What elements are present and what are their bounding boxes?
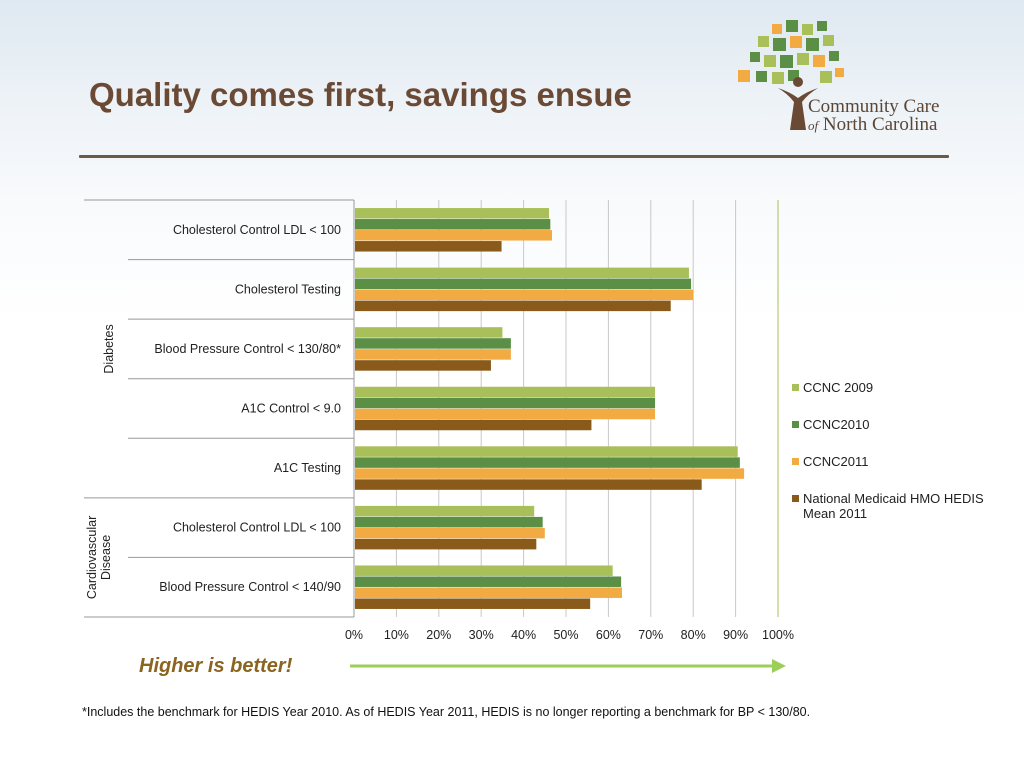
category-label-3: A1C Control < 9.0 [241,402,341,416]
bar-6-series-0 [355,565,613,576]
x-tick-label-2: 20% [426,628,451,642]
legend-label-ccnc2011: CCNC2011 [803,454,869,469]
x-tick-label-0: 0% [345,628,363,642]
bar-3-series-2 [355,408,656,420]
category-label-1: Cholesterol Testing [235,282,341,296]
slide-title: Quality comes first, savings ensue [89,76,632,113]
legend-label-ccnc-2009: CCNC 2009 [803,380,874,395]
group-label-1-word-0: Cardiovascular [85,516,99,599]
tree-logo-icon [738,20,844,130]
legend-swatch-ccnc2010 [792,421,799,428]
bar-3-series-3 [355,419,592,431]
x-tick-label-3: 30% [469,628,494,642]
legend-swatch-ccnc2011 [792,458,799,465]
bar-4-series-0 [355,446,738,457]
bar-6-series-3 [355,598,591,609]
x-tick-label-4: 40% [511,628,536,642]
group-label-1: CardiovascularDisease [85,516,113,599]
legend-label-ccnc2010: CCNC2010 [803,417,870,432]
bar-0-series-1 [355,219,551,230]
legend-item-ccnc-2009: CCNC 2009 [792,380,992,395]
legend-label-national: National Medicaid HMO HEDIS Mean 2011 [803,491,984,521]
group-label-1-word-1: Disease [99,535,113,580]
bar-6-series-1 [355,576,622,587]
bar-1-series-1 [355,278,692,290]
bar-4-series-1 [355,457,740,468]
bar-0-series-0 [355,208,550,219]
group-label-0: Diabetes [102,324,116,373]
category-label-6: Blood Pressure Control < 140/90 [159,580,341,594]
x-tick-label-8: 80% [681,628,706,642]
bar-4-series-2 [355,468,745,479]
category-label-2: Blood Pressure Control < 130/80* [154,342,341,356]
logo-line-2: of North Carolina [808,114,937,136]
x-tick-label-9: 90% [723,628,748,642]
bar-5-series-1 [355,516,543,528]
logo-north-carolina: North Carolina [822,114,938,135]
bar-2-series-0 [355,327,503,338]
logo-line-1: Community Care [808,96,940,117]
bar-1-series-2 [355,289,694,301]
bar-5-series-0 [355,505,535,517]
category-label-4: A1C Testing [274,461,341,475]
x-tick-label-7: 70% [638,628,663,642]
bar-2-series-3 [355,360,491,371]
x-tick-label-10: 100% [762,628,794,642]
higher-is-better-note: Higher is better! [139,655,293,677]
bar-0-series-3 [355,241,502,252]
bar-1-series-3 [355,300,671,312]
bar-2-series-2 [355,349,511,360]
category-label-5: Cholesterol Control LDL < 100 [173,521,341,535]
group-label-0-word-0: Diabetes [102,324,116,373]
bar-3-series-0 [355,386,656,398]
right-arrow-icon [350,659,786,673]
legend-item-national: National Medicaid HMO HEDIS Mean 2011 [792,491,992,521]
bar-2-series-1 [355,338,511,349]
legend-item-ccnc2011: CCNC2011 [792,454,992,469]
bar-3-series-1 [355,397,656,409]
bar-0-series-2 [355,230,553,241]
bar-6-series-2 [355,587,622,598]
legend-swatch-national [792,495,799,502]
bar-5-series-3 [355,538,537,550]
logo-of: of [808,118,819,133]
footnote: *Includes the benchmark for HEDIS Year 2… [82,705,811,719]
bar-5-series-2 [355,527,545,539]
bar-1-series-0 [355,267,689,279]
category-label-0: Cholesterol Control LDL < 100 [173,223,341,237]
x-tick-label-1: 10% [384,628,409,642]
chart-legend: CCNC 2009 CCNC2010 CCNC2011 National Med… [792,380,992,543]
bar-4-series-3 [355,479,702,490]
x-tick-label-6: 60% [596,628,621,642]
legend-item-ccnc2010: CCNC2010 [792,417,992,432]
x-tick-label-5: 50% [553,628,578,642]
title-rule [79,155,949,158]
ccnc-logo: Community Care of North Carolina [728,18,958,138]
legend-swatch-ccnc-2009 [792,384,799,391]
